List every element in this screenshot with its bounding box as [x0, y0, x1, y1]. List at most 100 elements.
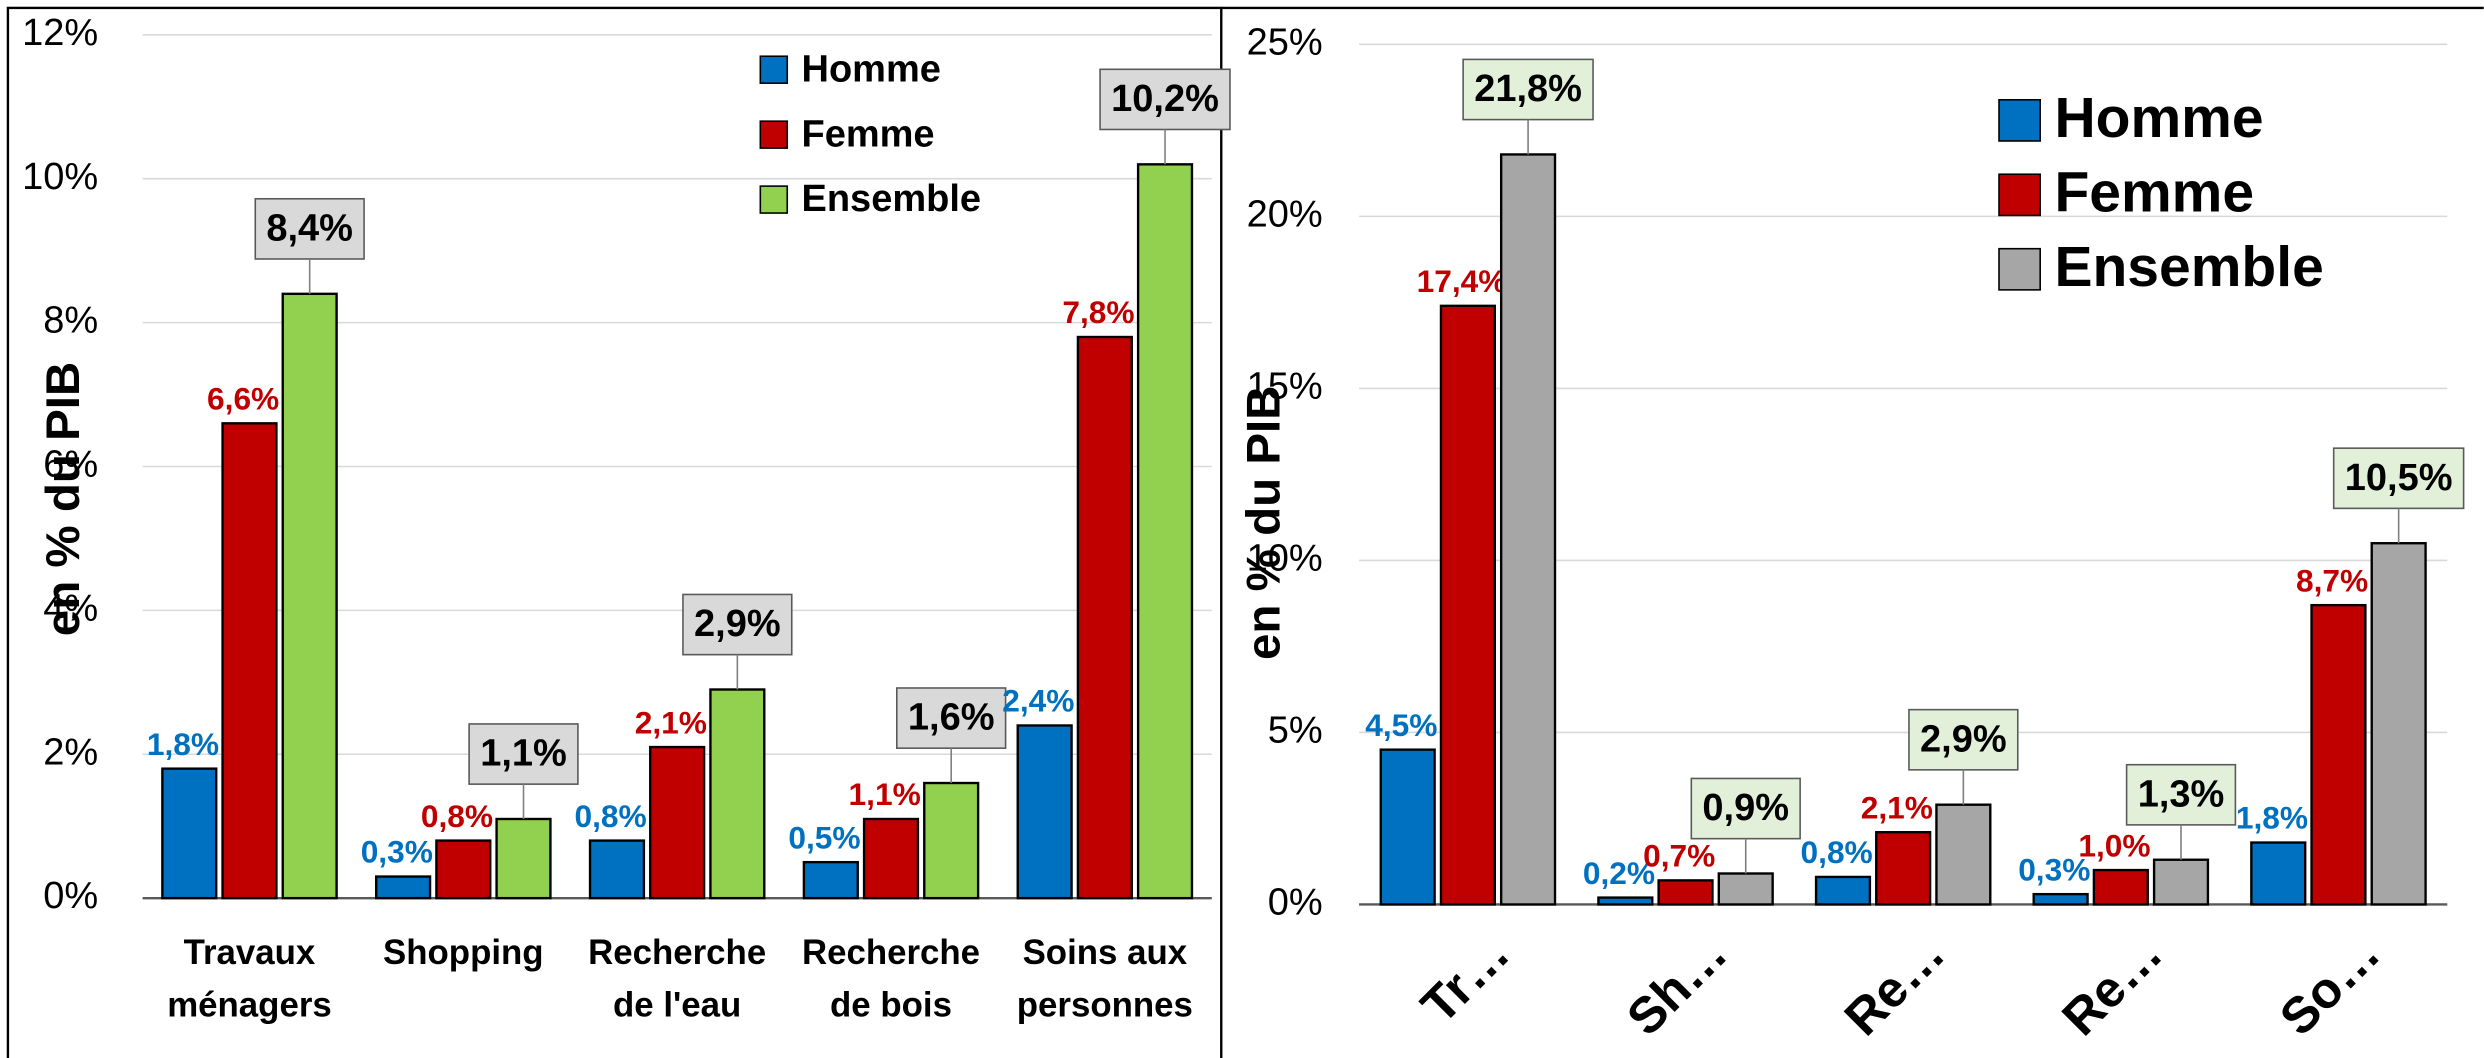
bar [281, 292, 338, 900]
y-tick-label: 8% [43, 300, 98, 342]
data-label: 2,9% [694, 603, 781, 645]
data-label: 0,9% [1702, 787, 1789, 829]
y-tick-label: 10% [1247, 537, 1323, 579]
bar [2032, 892, 2089, 906]
bar [1657, 879, 1714, 906]
legend-swatch [1998, 98, 2041, 142]
label-box [1462, 58, 1594, 121]
y-tick-label: 5% [1268, 709, 1323, 751]
label-box [895, 687, 1007, 749]
bar [221, 422, 278, 900]
label-box [1690, 777, 1801, 840]
data-label: 0,2% [1583, 855, 1655, 891]
data-label: 4,5% [1365, 707, 1437, 743]
y-axis-title: en % du PIB [37, 362, 90, 637]
chart-group: 0% 2% 4% 6% 8% 10% 12% en % du PIB Travaux ménage… [6, 6, 2484, 1058]
bar [1439, 304, 1497, 906]
y-tick-label: 0% [43, 875, 98, 917]
data-label: 1,1% [480, 733, 567, 775]
data-label: 8,4% [266, 208, 353, 250]
bar [709, 688, 766, 900]
bar [649, 745, 706, 900]
bar [2250, 841, 2307, 906]
bar [2092, 868, 2149, 906]
x-tick-label: Soins aux personnes [1017, 933, 1193, 1024]
y-tick-label: 12% [22, 12, 98, 54]
bar [1136, 163, 1194, 900]
bar [588, 839, 646, 900]
label-box [1099, 68, 1231, 131]
y-tick-label: 10% [22, 156, 98, 198]
legend-label: Femme [2054, 160, 2254, 224]
data-label: 0,7% [1643, 838, 1715, 874]
legend-label: Homme [802, 48, 941, 90]
y-tick-label: 4% [43, 587, 98, 629]
chart-frame [6, 6, 1223, 1058]
bar [802, 860, 859, 900]
bar [1499, 153, 1557, 906]
bar [1935, 803, 1992, 906]
bar [862, 817, 920, 900]
bar [1597, 896, 1654, 906]
bar [923, 781, 980, 900]
x-tick-label: Recherche de l'eau [588, 933, 766, 1024]
y-tick-label: 2% [43, 731, 98, 773]
bar [1875, 831, 1932, 906]
data-label: 2,4% [1002, 683, 1074, 719]
data-label: 1,1% [849, 776, 921, 812]
data-label: 1,3% [2138, 773, 2225, 815]
bar [1076, 335, 1133, 900]
legend-swatch [1998, 173, 2041, 217]
data-label: 0,5% [788, 819, 860, 855]
data-label: 1,8% [2236, 800, 2308, 836]
y-tick-label: 20% [1247, 193, 1323, 235]
data-label: 6,6% [207, 381, 279, 417]
bar [1379, 748, 1436, 906]
data-label: 0,8% [421, 798, 493, 834]
data-label: 2,1% [1861, 789, 1933, 825]
data-label: 10,5% [2345, 457, 2453, 499]
x-tick-label: Re… [2051, 924, 2173, 1046]
y-axis-title: en % du PIB [1238, 385, 1291, 660]
data-label: 2,9% [1920, 718, 2007, 760]
x-tick-label: Shopping [383, 933, 544, 972]
data-label: 17,4% [1417, 263, 1507, 299]
x-tick-label: Tr… [1410, 924, 1520, 1034]
legend-label: Ensemble [2054, 235, 2323, 299]
data-label: 1,8% [147, 726, 219, 762]
bar [2370, 542, 2427, 906]
bar [1016, 724, 1073, 900]
bar [375, 875, 432, 900]
bar [495, 817, 552, 900]
data-label: 7,8% [1062, 294, 1134, 330]
data-label: 1,6% [908, 697, 995, 739]
data-label: 21,8% [1474, 68, 1582, 110]
data-label: 10,2% [1111, 78, 1219, 120]
y-tick-label: 15% [1247, 365, 1323, 407]
bar [2310, 603, 2367, 906]
legend-swatch [1998, 247, 2041, 291]
data-label: 8,7% [2296, 562, 2368, 598]
label-box [254, 197, 365, 260]
label-box [682, 593, 793, 656]
bar [2152, 858, 2210, 906]
y-tick-label: 0% [1268, 882, 1323, 924]
legend-label: Homme [2054, 86, 2263, 150]
label-box [2332, 447, 2465, 510]
data-label: 0,8% [1801, 834, 1873, 870]
data-label: 1,0% [2078, 827, 2150, 863]
x-tick-label: Travaux ménagers [167, 933, 332, 1024]
label-box [2125, 763, 2237, 826]
bar [1717, 872, 1774, 906]
bar [161, 767, 218, 900]
y-tick-label: 25% [1247, 21, 1323, 63]
bar [1814, 875, 1872, 906]
legend-swatch [759, 185, 789, 214]
data-label: 0,3% [361, 834, 433, 870]
legend-swatch [759, 120, 789, 149]
legend-label: Femme [802, 113, 935, 155]
x-tick-label: Recherche de bois [802, 933, 980, 1024]
legend-label: Ensemble [802, 178, 982, 220]
x-tick-label: So… [2269, 924, 2391, 1046]
